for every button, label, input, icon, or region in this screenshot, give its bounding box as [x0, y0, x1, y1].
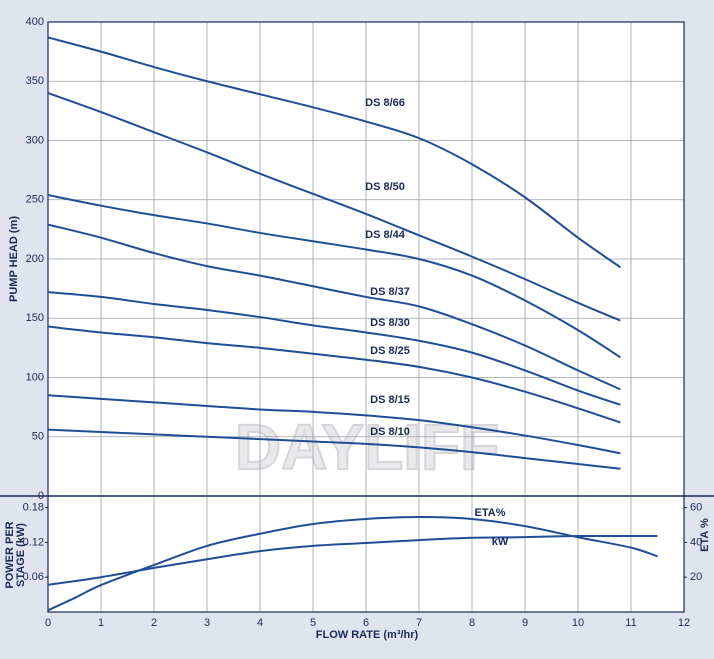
y-axis-title: POWER PER — [4, 521, 16, 588]
y-tick-label: 300 — [26, 134, 44, 146]
y-tick-label: 350 — [26, 75, 44, 87]
x-tick-label: 3 — [204, 617, 210, 629]
series-label: DS 8/37 — [370, 286, 410, 298]
plot-frame — [47, 21, 685, 613]
y-tick-label: 150 — [26, 312, 44, 324]
line — [47, 325, 621, 424]
line — [47, 194, 621, 359]
series-label: kW — [492, 536, 509, 548]
line — [47, 394, 621, 455]
series-label: ETA% — [475, 507, 506, 519]
y-tick-label: 0.18 — [23, 502, 44, 514]
y-tick-label: 400 — [26, 16, 44, 28]
line — [47, 428, 621, 470]
line — [47, 291, 621, 406]
x-tick-label: 0 — [45, 617, 51, 629]
y-axis-title: STAGE (kW) — [15, 523, 27, 587]
y-tick-label: 100 — [26, 371, 44, 383]
y-axis-title: PUMP HEAD (m) — [8, 216, 20, 302]
y-tick-label: 0.06 — [23, 571, 44, 583]
series-label: DS 8/30 — [370, 317, 410, 329]
watermark: DAYLIFF — [235, 411, 499, 483]
y-tick-label: 50 — [32, 431, 44, 443]
line — [47, 534, 658, 586]
x-tick-label: 1 — [98, 617, 104, 629]
y2-tick-label: 60 — [690, 502, 702, 514]
y-tick-label: 250 — [26, 194, 44, 206]
series-label: DS 8/10 — [370, 426, 410, 438]
series-label: DS 8/15 — [370, 394, 410, 406]
series-label: DS 8/25 — [370, 345, 410, 357]
x-tick-label: 5 — [310, 617, 316, 629]
series-label: DS 8/44 — [365, 229, 406, 241]
series-label: DS 8/66 — [365, 97, 405, 109]
series-label: DS 8/50 — [365, 181, 405, 193]
x-tick-label: 2 — [151, 617, 157, 629]
x-axis-title: FLOW RATE (m³/hr) — [316, 629, 419, 641]
x-tick-label: 11 — [625, 617, 636, 629]
y-tick-label: 200 — [26, 253, 44, 265]
line — [47, 223, 621, 391]
x-tick-label: 8 — [469, 617, 475, 629]
x-tick-label: 4 — [257, 617, 263, 629]
y-tick-label: 0.12 — [23, 536, 44, 548]
x-tick-label: 7 — [416, 617, 422, 629]
x-tick-label: 9 — [522, 617, 528, 629]
y2-tick-label: 40 — [690, 536, 702, 548]
x-tick-label: 6 — [363, 617, 369, 629]
x-tick-label: 12 — [678, 617, 690, 629]
y2-tick-label: 20 — [690, 571, 702, 583]
line — [47, 92, 621, 322]
y2-axis-title: ETA % — [699, 518, 711, 552]
line — [47, 36, 621, 269]
x-tick-label: 10 — [572, 617, 584, 629]
